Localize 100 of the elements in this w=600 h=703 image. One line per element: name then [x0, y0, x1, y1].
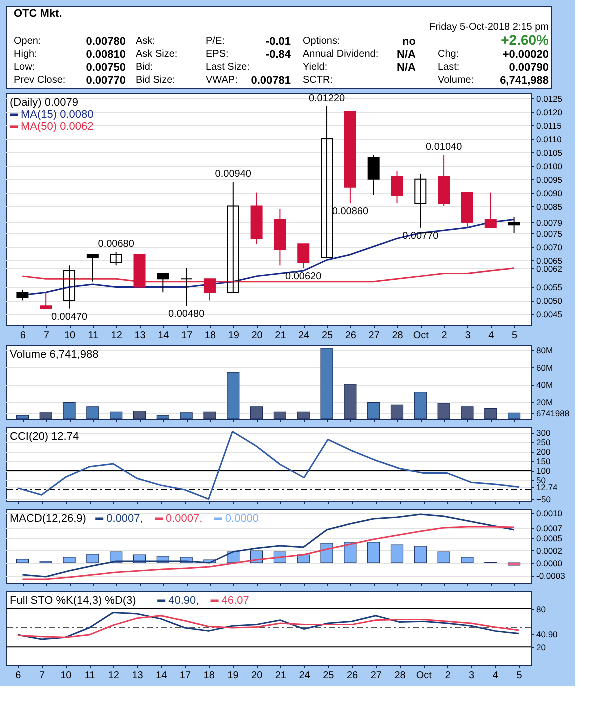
y-tick-label: 0.0065	[536, 256, 563, 266]
annotation: 0.00470	[51, 312, 88, 323]
x-tick-label: 17	[180, 670, 192, 682]
x-tick-label: 28	[392, 330, 404, 342]
x-tick-label: 7	[44, 330, 50, 342]
chart-title: MACD(12,26,9)	[10, 513, 86, 525]
candlestick	[64, 265, 76, 310]
x-tick-label: 11	[84, 670, 96, 682]
text: N/A	[397, 62, 416, 74]
text: High:	[14, 49, 38, 60]
text: Prev Close:	[14, 75, 66, 86]
y-tick-label: 0.0115	[536, 120, 562, 131]
y-tick-label: 80	[536, 604, 546, 614]
chart-title: CCI(20) 12.74	[10, 431, 80, 443]
y-tick-label: 0.0010	[536, 508, 563, 518]
y-tick-label: 200	[536, 447, 551, 458]
x-tick-label: 4	[488, 330, 495, 342]
chart-title: Full STO %K(14,3) %D(3)	[10, 595, 136, 607]
annotation: 0.01220	[308, 93, 346, 104]
annotation: 0.01040	[426, 142, 463, 154]
legend-label: 46.07	[222, 595, 250, 607]
bar	[297, 554, 310, 564]
candlestick	[40, 292, 52, 310]
bar	[390, 544, 404, 564]
text: Low:	[14, 62, 36, 73]
x-tick-label: 10	[60, 670, 72, 682]
x-tick-label: 13	[134, 330, 146, 342]
y-tick-label: 40M	[536, 380, 554, 390]
x-tick-label: 24	[299, 670, 311, 682]
text: EPS:	[206, 49, 229, 60]
annotation: 0.00860	[332, 206, 369, 218]
x-tick-label: 25	[323, 670, 335, 682]
text: Open:	[14, 36, 42, 47]
y-tick-label: 80M	[536, 346, 554, 356]
y-tick-label: 0.0000	[536, 558, 563, 568]
text: Bid Size:	[136, 75, 176, 86]
bar	[414, 546, 427, 564]
x-tick-label: 19	[228, 330, 240, 342]
y-tick-label: 0.0062	[536, 264, 563, 274]
bar	[438, 552, 450, 564]
candlestick	[508, 216, 520, 234]
x-tick-label: 6	[20, 330, 26, 342]
text: Ask:	[136, 36, 156, 47]
candlestick	[484, 192, 497, 228]
y-tick-label: 0.0120	[536, 107, 563, 118]
candlestick	[16, 289, 29, 302]
text: -0.84	[266, 49, 292, 61]
y-tick-label: 300	[536, 428, 551, 438]
text: Yield:	[303, 62, 328, 73]
x-tick-label: 21	[275, 670, 287, 682]
text: OTC Mkt.	[14, 8, 62, 20]
text: SCTR:	[303, 75, 333, 86]
text: 6,741,988	[500, 75, 549, 87]
y-tick-label: 60M	[536, 362, 554, 373]
y-tick-label: 0.0100	[536, 161, 563, 172]
y-tick-label: 20M	[536, 397, 554, 408]
x-tick-label: 12	[108, 670, 120, 682]
x-tick-label: 13	[132, 670, 144, 682]
y-tick-label: 0.0045	[536, 310, 563, 320]
y-tick-label: 0.0002	[536, 546, 563, 556]
text: Chg:	[438, 49, 460, 60]
legend-label: 40.90,	[168, 595, 200, 607]
candlestick	[157, 273, 170, 294]
candlestick	[86, 254, 99, 282]
y-tick-label: 0.0055	[536, 282, 563, 293]
y-tick-label: 20	[536, 642, 546, 653]
text: 0.00781	[251, 75, 291, 87]
text: 0.00810	[86, 49, 126, 61]
line-series	[22, 526, 516, 580]
text: Bid:	[136, 62, 154, 73]
legend-label: 0.0007,	[106, 513, 144, 525]
legend-label: MA(15) 0.0080	[21, 109, 94, 121]
candlestick	[110, 252, 122, 266]
x-tick-label: Oct	[413, 330, 430, 342]
x-tick-label: 20	[252, 330, 264, 342]
bar	[63, 557, 76, 564]
bar	[508, 562, 521, 566]
text: 0.00770	[86, 75, 126, 87]
bar	[368, 542, 380, 564]
y-tick-label: 150	[536, 456, 551, 467]
text: Volume:	[438, 75, 474, 86]
y-tick-label: 250	[536, 438, 551, 448]
annotation: 0.00480	[168, 309, 206, 320]
x-tick-label: 3	[465, 330, 472, 342]
y-tick-label: 40.90	[536, 629, 558, 640]
x-tick-label: 26	[345, 330, 357, 342]
y-tick-label: 0.0085	[536, 202, 563, 212]
x-tick-label: 10	[64, 330, 76, 342]
text: Ask Size:	[136, 49, 178, 60]
x-tick-label: 2	[442, 330, 448, 342]
text: Annual Dividend:	[303, 49, 379, 60]
y-tick-label: 6741988	[536, 408, 570, 419]
x-tick-label: 18	[204, 330, 216, 342]
x-tick-label: 4	[492, 670, 499, 682]
x-tick-label: 17	[182, 330, 194, 342]
text: +0.00020	[502, 49, 549, 61]
text: VWAP:	[206, 75, 238, 86]
y-tick-label: 0.0095	[536, 174, 563, 185]
annotation: 0.00680	[98, 239, 135, 250]
x-tick-label: 12	[111, 330, 123, 342]
